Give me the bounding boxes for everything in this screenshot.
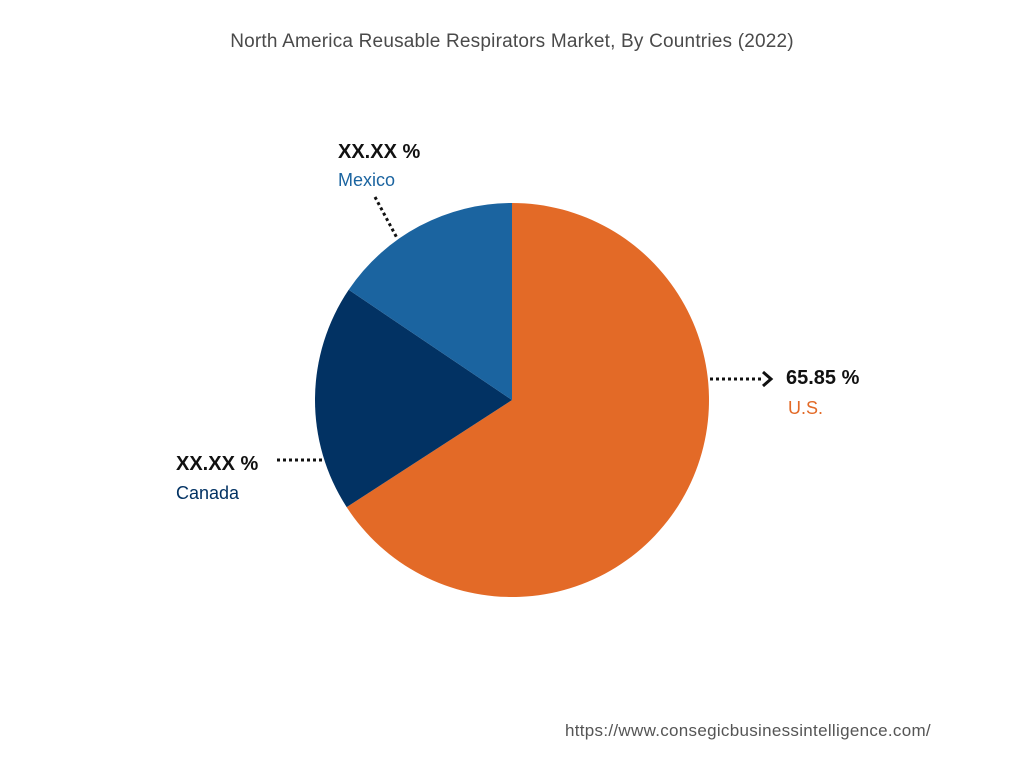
chart-title: North America Reusable Respirators Marke… xyxy=(230,31,794,52)
leader-arrow-us xyxy=(762,370,774,388)
value-label-canada: XX.XX % xyxy=(176,453,258,475)
pie-slice-mexico xyxy=(348,203,512,400)
value-label-us: 65.85 % xyxy=(786,367,860,389)
category-label-us: U.S. xyxy=(788,398,823,418)
category-label-mexico: Mexico xyxy=(338,170,395,190)
value-label-mexico: XX.XX % xyxy=(338,141,420,163)
pie-slice-canada xyxy=(314,289,512,508)
source-url: https://www.consegicbusinessintelligence… xyxy=(565,721,931,740)
leader-line-mexico xyxy=(373,196,399,239)
category-label-canada: Canada xyxy=(176,483,240,503)
pie-slice-u-s xyxy=(346,203,709,597)
